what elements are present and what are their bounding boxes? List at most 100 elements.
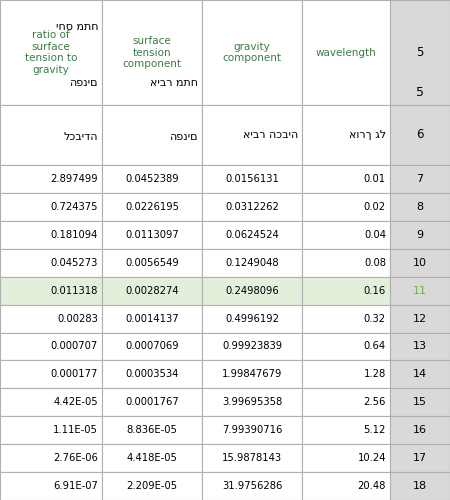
Text: 0.99923839: 0.99923839 bbox=[222, 342, 282, 351]
Text: 6: 6 bbox=[416, 128, 424, 141]
Text: 0.724375: 0.724375 bbox=[50, 202, 98, 212]
Text: 13: 13 bbox=[413, 342, 427, 351]
Text: 2.897499: 2.897499 bbox=[50, 174, 98, 184]
Bar bbox=[390, 165, 450, 193]
Text: הפנים: הפנים bbox=[69, 78, 98, 88]
Text: 0.02: 0.02 bbox=[364, 202, 386, 212]
Bar bbox=[390, 304, 450, 332]
Text: 8.836E-05: 8.836E-05 bbox=[126, 425, 177, 435]
Text: 0.0001767: 0.0001767 bbox=[125, 398, 179, 407]
Bar bbox=[302, 105, 390, 165]
Bar bbox=[0, 416, 102, 444]
Text: 2.76E-06: 2.76E-06 bbox=[53, 453, 98, 463]
Bar bbox=[390, 444, 450, 472]
Text: 1.28: 1.28 bbox=[364, 370, 386, 380]
Bar bbox=[0, 248, 102, 276]
Bar bbox=[390, 472, 450, 500]
Bar bbox=[390, 193, 450, 221]
Text: 20.48: 20.48 bbox=[358, 481, 386, 491]
Text: 0.011318: 0.011318 bbox=[50, 286, 98, 296]
Bar bbox=[302, 472, 390, 500]
Bar bbox=[202, 472, 302, 500]
Bar bbox=[102, 248, 202, 276]
Text: 0.1249048: 0.1249048 bbox=[225, 258, 279, 268]
Text: gravity
component: gravity component bbox=[222, 42, 282, 64]
Text: 0.16: 0.16 bbox=[364, 286, 386, 296]
Text: 0.0226195: 0.0226195 bbox=[125, 202, 179, 212]
Text: 5: 5 bbox=[416, 46, 424, 59]
Text: 0.000177: 0.000177 bbox=[50, 370, 98, 380]
Bar bbox=[202, 221, 302, 248]
Text: 2.209E-05: 2.209E-05 bbox=[126, 481, 178, 491]
Text: 18: 18 bbox=[413, 481, 427, 491]
Bar bbox=[0, 388, 102, 416]
Text: הפנים: הפנים bbox=[170, 132, 198, 142]
Bar bbox=[202, 276, 302, 304]
Bar bbox=[302, 332, 390, 360]
Bar bbox=[102, 193, 202, 221]
Text: 4.418E-05: 4.418E-05 bbox=[126, 453, 177, 463]
Bar bbox=[302, 193, 390, 221]
Bar bbox=[390, 221, 450, 248]
Bar bbox=[202, 248, 302, 276]
Text: 5: 5 bbox=[416, 86, 424, 100]
Bar bbox=[0, 360, 102, 388]
Text: 0.0156131: 0.0156131 bbox=[225, 174, 279, 184]
Text: 0.000707: 0.000707 bbox=[51, 342, 98, 351]
Text: 0.0007069: 0.0007069 bbox=[125, 342, 179, 351]
Bar bbox=[0, 472, 102, 500]
Text: 0.0056549: 0.0056549 bbox=[125, 258, 179, 268]
Text: 5.12: 5.12 bbox=[364, 425, 386, 435]
Text: 14: 14 bbox=[413, 370, 427, 380]
Text: לכבידה: לכבידה bbox=[63, 132, 98, 142]
Text: 6.91E-07: 6.91E-07 bbox=[53, 481, 98, 491]
Text: 0.045273: 0.045273 bbox=[50, 258, 98, 268]
Bar bbox=[202, 193, 302, 221]
Bar bbox=[390, 332, 450, 360]
Bar bbox=[202, 332, 302, 360]
Text: 10.24: 10.24 bbox=[357, 453, 386, 463]
Text: 0.08: 0.08 bbox=[364, 258, 386, 268]
Bar bbox=[102, 221, 202, 248]
Bar bbox=[102, 105, 202, 165]
Text: wavelength: wavelength bbox=[315, 48, 376, 58]
Text: 17: 17 bbox=[413, 453, 427, 463]
Text: 9: 9 bbox=[416, 230, 423, 240]
Text: 7: 7 bbox=[416, 174, 423, 184]
Bar bbox=[390, 0, 450, 105]
Text: 1.99847679: 1.99847679 bbox=[222, 370, 282, 380]
Text: 4.42E-05: 4.42E-05 bbox=[54, 398, 98, 407]
Bar bbox=[0, 332, 102, 360]
Bar bbox=[302, 416, 390, 444]
Text: 15.9878143: 15.9878143 bbox=[222, 453, 282, 463]
Text: 16: 16 bbox=[413, 425, 427, 435]
Bar bbox=[390, 360, 450, 388]
Bar bbox=[0, 105, 102, 165]
Bar bbox=[202, 304, 302, 332]
Text: 11: 11 bbox=[413, 286, 427, 296]
Text: אורך גל: אורך גל bbox=[349, 130, 386, 140]
Text: 0.01: 0.01 bbox=[364, 174, 386, 184]
Bar bbox=[302, 444, 390, 472]
Bar bbox=[390, 388, 450, 416]
Bar bbox=[102, 388, 202, 416]
Bar bbox=[302, 360, 390, 388]
Bar bbox=[0, 0, 102, 105]
Bar bbox=[202, 388, 302, 416]
Text: 0.0624524: 0.0624524 bbox=[225, 230, 279, 240]
Text: 7.99390716: 7.99390716 bbox=[222, 425, 282, 435]
Text: 12: 12 bbox=[413, 314, 427, 324]
Text: 0.00283: 0.00283 bbox=[57, 314, 98, 324]
Text: 0.181094: 0.181094 bbox=[50, 230, 98, 240]
Text: ratio of
surface
tension to
gravity: ratio of surface tension to gravity bbox=[25, 30, 77, 75]
Bar bbox=[0, 165, 102, 193]
Text: 0.0113097: 0.0113097 bbox=[125, 230, 179, 240]
Bar bbox=[202, 444, 302, 472]
Bar bbox=[390, 276, 450, 304]
Text: 3.99695358: 3.99695358 bbox=[222, 398, 282, 407]
Bar bbox=[302, 248, 390, 276]
Bar bbox=[102, 360, 202, 388]
Bar bbox=[102, 276, 202, 304]
Text: 10: 10 bbox=[413, 258, 427, 268]
Bar bbox=[202, 360, 302, 388]
